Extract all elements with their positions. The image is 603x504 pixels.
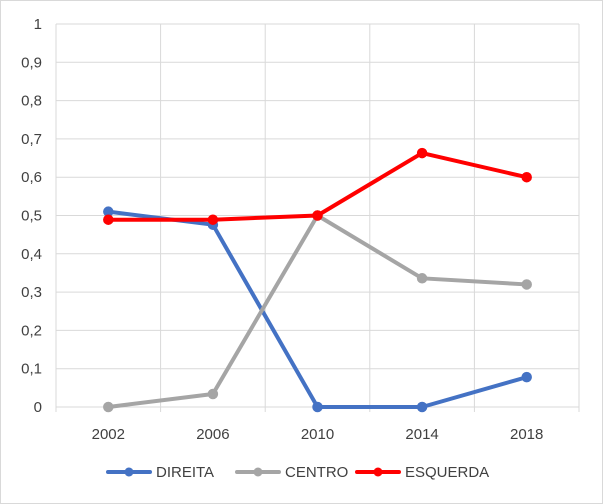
data-point-centro <box>416 273 428 284</box>
x-tick-label: 2002 <box>92 426 125 443</box>
x-tick-label: 2006 <box>196 426 229 443</box>
data-point-esquerda <box>416 147 428 159</box>
legend-swatch-marker <box>373 467 383 477</box>
legend-swatch-marker <box>253 467 263 477</box>
y-tick-label: 0,5 <box>21 208 42 225</box>
y-tick-label: 0,2 <box>21 322 42 339</box>
data-point-direita <box>312 401 323 413</box>
y-tick-label: 0,7 <box>21 131 42 148</box>
legend-label: ESQUERDA <box>405 464 489 481</box>
data-point-esquerda <box>207 214 219 225</box>
data-point-direita <box>521 371 532 383</box>
series-line-direita <box>106 209 529 409</box>
series-line-esquerda <box>106 151 529 222</box>
series-centro <box>103 210 532 413</box>
series-lines <box>103 147 532 413</box>
legend-label: DIREITA <box>156 464 214 481</box>
y-tick-label: 0,6 <box>21 169 42 186</box>
data-point-esquerda <box>521 171 532 183</box>
y-tick-label: 0,4 <box>21 246 42 263</box>
y-tick-label: 0,1 <box>21 361 42 378</box>
legend-item-esquerda: ESQUERDA <box>355 464 489 481</box>
x-axis-tick-labels: 2002 2006 2010 2014 2018 <box>92 426 544 443</box>
data-point-centro <box>207 388 219 400</box>
x-tick-label: 2010 <box>301 426 334 443</box>
legend-label: CENTRO <box>285 464 348 481</box>
y-tick-label: 0,3 <box>21 284 42 301</box>
legend-swatch-marker <box>124 467 134 477</box>
legend-item-direita: DIREITA <box>106 464 214 481</box>
y-axis-tick-labels: 0 0,1 0,2 0,3 0,4 0,5 0,6 0,7 0,8 0,9 1 <box>21 16 42 416</box>
y-tick-label: 0 <box>34 399 42 416</box>
y-tick-label: 1 <box>34 16 42 33</box>
data-point-esquerda <box>312 210 323 221</box>
x-tick-label: 2014 <box>405 426 438 443</box>
data-point-direita <box>416 401 428 413</box>
legend-item-centro: CENTRO <box>235 464 348 481</box>
y-tick-label: 0,8 <box>21 93 42 110</box>
series-esquerda <box>103 147 532 225</box>
x-tick-label: 2018 <box>510 426 543 443</box>
y-tick-label: 0,9 <box>21 54 42 71</box>
data-point-centro <box>521 279 532 290</box>
series-direita <box>103 206 532 413</box>
series-line-centro <box>106 213 529 409</box>
data-point-esquerda <box>103 214 114 225</box>
legend: DIREITA CENTRO ESQUERDA <box>106 464 489 481</box>
data-point-centro <box>103 401 114 413</box>
